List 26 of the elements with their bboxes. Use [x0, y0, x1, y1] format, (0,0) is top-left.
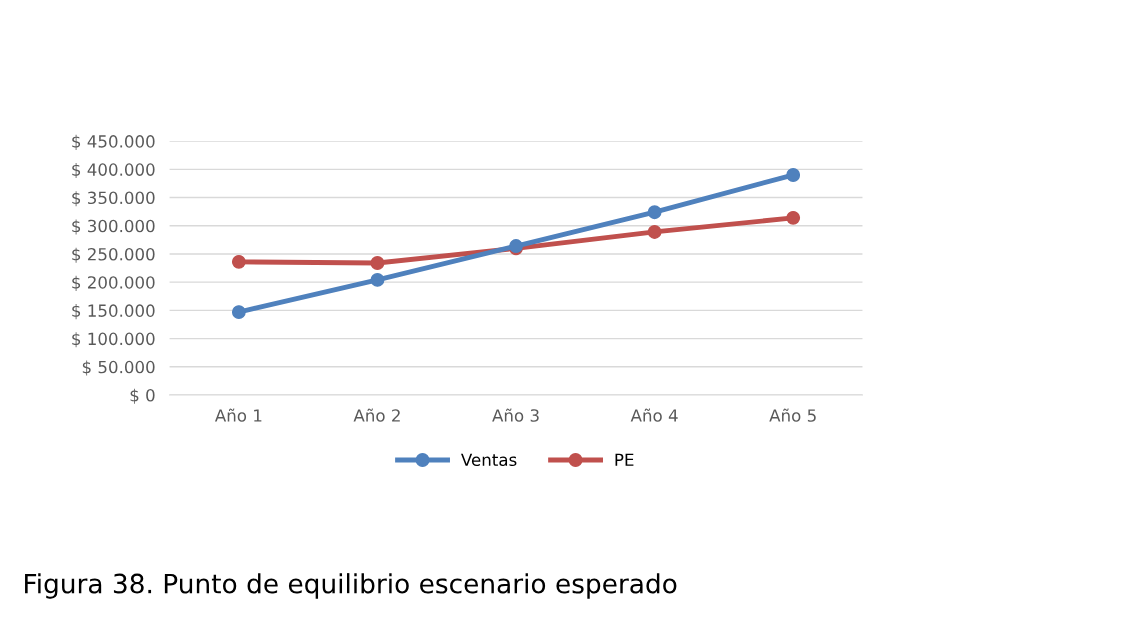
point: [370, 272, 385, 287]
legend-label: PE: [615, 453, 634, 466]
x-tick-label: Año 5: [769, 408, 816, 422]
point: [231, 254, 246, 269]
y-tick-label: $ 50.000: [82, 360, 155, 376]
y-tick-label: $ 450.000: [72, 134, 155, 150]
point: [786, 168, 801, 182]
y-tick-label: $ 100.000: [72, 332, 155, 348]
point: [647, 225, 662, 239]
point: [786, 210, 801, 225]
y-tick-label: $ 250.000: [72, 247, 155, 263]
legend-label: Ventas: [461, 453, 517, 467]
y-tick-label: $ 300.000: [72, 219, 155, 235]
y-tick-label: $ 400.000: [72, 163, 155, 179]
point: [231, 305, 246, 320]
point: [647, 205, 662, 220]
y-tick-label: $ 200.000: [72, 275, 155, 291]
y-tick-label: $ 350.000: [72, 191, 155, 207]
point: [370, 256, 385, 270]
x-tick-label: Año 1: [214, 408, 262, 422]
y-tick-label: $ 0: [130, 388, 155, 404]
y-tick-label: $ 150.000: [72, 304, 155, 320]
x-tick-label: Año 4: [630, 408, 678, 422]
text: Figura 38. Punto de equilibrio escenario esperado: [25, 573, 677, 599]
x-tick-label: Año 3: [492, 408, 539, 422]
x-tick-label: Año 2: [353, 408, 400, 422]
